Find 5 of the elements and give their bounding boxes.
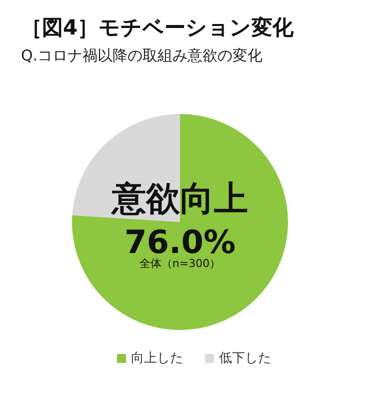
chart-subtitle: Q.コロナ禍以降の取組み意欲の変化 xyxy=(21,46,263,64)
chart-title: ［図4］モチベーション変化 xyxy=(21,16,295,40)
legend-label: 向上した xyxy=(131,351,183,366)
text: 意欲向上 xyxy=(110,179,248,219)
legend-label: 低下した xyxy=(219,351,271,366)
